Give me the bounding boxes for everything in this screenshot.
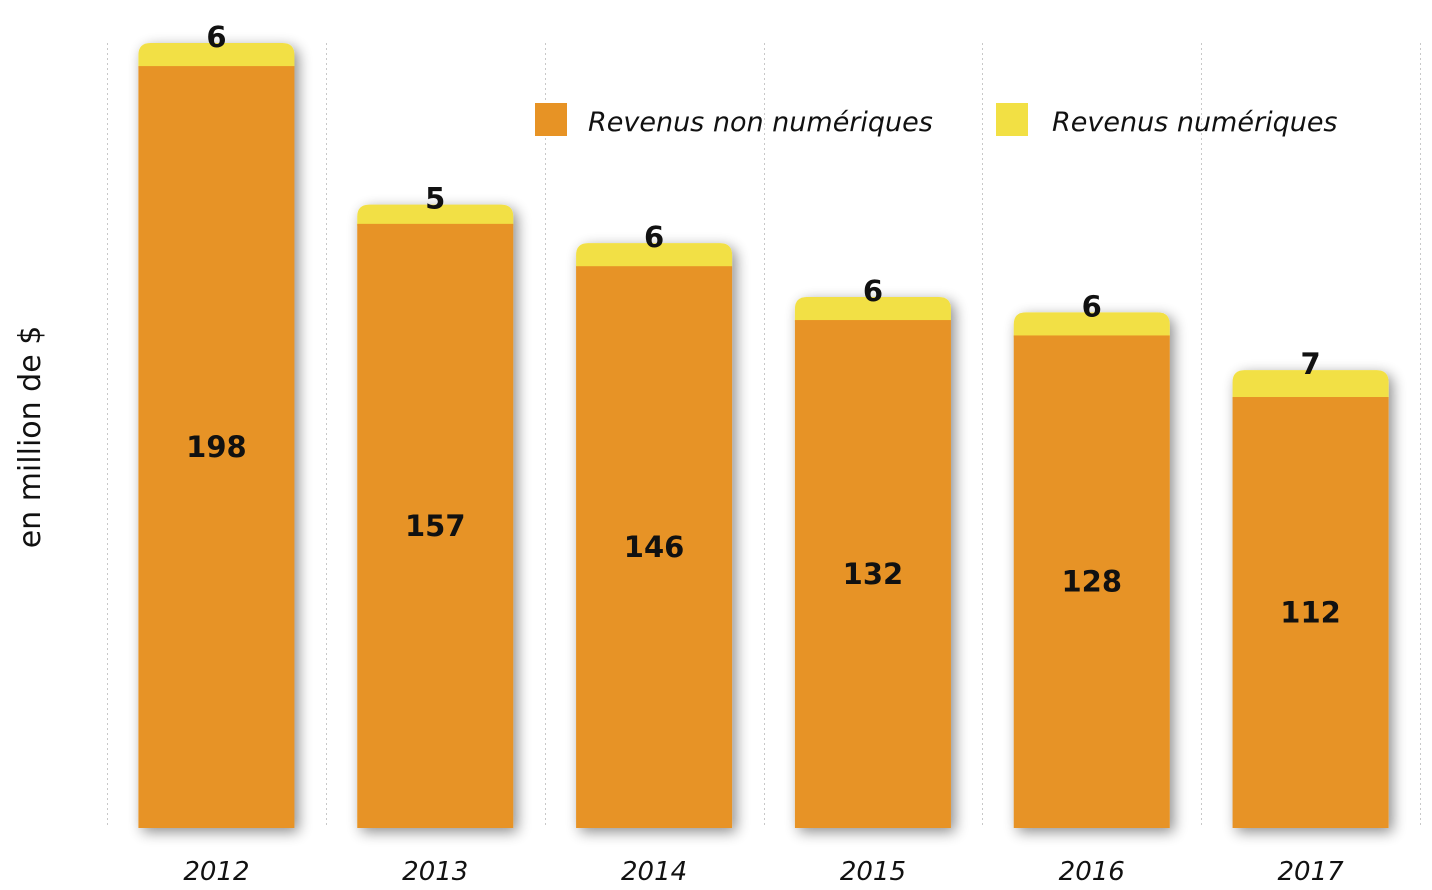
bar-segment-numeriques-2012 xyxy=(138,43,295,69)
bar-group-2014 xyxy=(576,243,733,828)
data-label-non-numeriques-2015: 132 xyxy=(843,557,904,591)
bar-segment-numeriques-2015 xyxy=(794,296,951,323)
data-label-numeriques-2016: 6 xyxy=(1082,289,1102,323)
data-label-non-numeriques-2017: 112 xyxy=(1280,596,1341,630)
data-label-non-numeriques-2016: 128 xyxy=(1061,565,1122,599)
bar-segment-non-numeriques-2012 xyxy=(138,66,295,828)
legend-label-non-numeriques: Revenus non numériques xyxy=(588,107,933,138)
data-label-non-numeriques-2013: 157 xyxy=(405,509,466,543)
data-label-numeriques-2015: 6 xyxy=(863,274,883,308)
bar-segment-non-numeriques-2015 xyxy=(794,320,951,828)
data-label-numeriques-2014: 6 xyxy=(644,220,664,254)
bar-segment-numeriques-2017 xyxy=(1232,370,1389,400)
grid-layer xyxy=(107,43,1421,828)
legend-swatch-numeriques xyxy=(996,103,1028,136)
bar-group-2017 xyxy=(1232,370,1389,828)
bar-group-2015 xyxy=(794,296,951,828)
labels-layer: 6 198 5 157 6 146 6 132 6 128 7 112 xyxy=(186,20,1341,630)
bar-segment-numeriques-2014 xyxy=(576,243,733,269)
bar-group-2012 xyxy=(138,43,295,828)
bar-segment-non-numeriques-2016 xyxy=(1013,335,1170,828)
bar-segment-non-numeriques-2013 xyxy=(357,223,514,828)
x-tick-label-2014: 2014 xyxy=(621,857,687,887)
x-tick-label-2013: 2013 xyxy=(402,857,468,887)
data-label-numeriques-2012: 6 xyxy=(206,20,226,54)
legend: Revenus non numériques Revenus numériques xyxy=(535,103,1338,138)
bar-segment-non-numeriques-2014 xyxy=(576,266,733,828)
data-label-numeriques-2017: 7 xyxy=(1300,347,1320,381)
bars-layer xyxy=(138,43,1389,828)
data-label-non-numeriques-2014: 146 xyxy=(624,530,685,564)
bar-segment-numeriques-2013 xyxy=(357,204,514,226)
bar-segment-non-numeriques-2017 xyxy=(1232,397,1389,828)
y-axis-label: en million de $ xyxy=(13,326,48,549)
data-label-non-numeriques-2012: 198 xyxy=(186,430,247,464)
x-tick-label-2016: 2016 xyxy=(1059,857,1125,887)
bar-group-2016 xyxy=(1013,312,1170,828)
legend-label-numeriques: Revenus numériques xyxy=(1052,107,1338,138)
x-tick-label-2012: 2012 xyxy=(183,857,249,887)
data-label-numeriques-2013: 5 xyxy=(425,182,445,216)
x-tick-label-2017: 2017 xyxy=(1277,857,1344,887)
legend-swatch-non-numeriques xyxy=(535,103,567,136)
bar-segment-numeriques-2016 xyxy=(1013,312,1170,338)
bar-group-2013 xyxy=(357,204,514,828)
x-axis-ticks: 2012 2013 2014 2015 2016 2017 xyxy=(183,857,1344,887)
x-tick-label-2015: 2015 xyxy=(840,857,906,887)
